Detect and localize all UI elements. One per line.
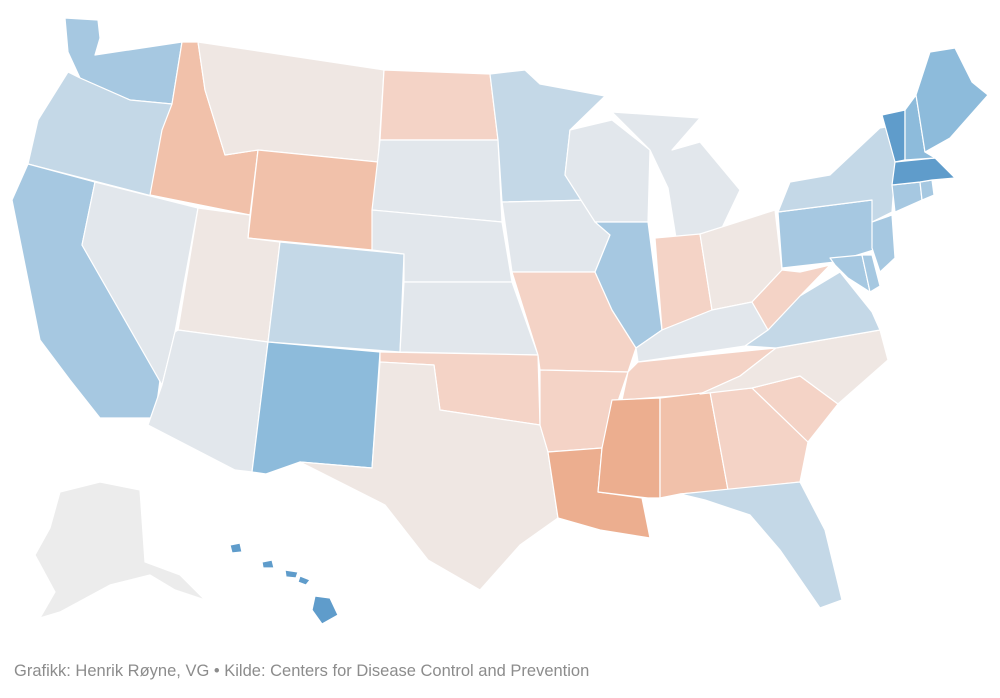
state-north-dakota[interactable] [379,69,499,141]
state-texas[interactable] [299,361,559,591]
source-text: Kilde: Centers for Disease Control and P… [224,662,590,680]
state-colorado[interactable] [267,241,405,353]
state-florida[interactable] [679,481,843,609]
state-massachusetts[interactable] [891,157,956,186]
separator-dot: • [213,662,220,680]
state-west-virginia[interactable] [751,264,831,331]
state-new-jersey[interactable] [871,214,896,273]
state-wyoming[interactable] [247,149,379,251]
state-alaska[interactable] [34,481,206,619]
state-montana[interactable] [197,41,385,163]
state-rhode-island[interactable] [919,179,935,201]
state-connecticut[interactable] [891,181,923,213]
state-kansas[interactable] [399,281,539,356]
credit-text: Grafikk: Henrik Røyne, VG [14,662,210,680]
state-michigan[interactable] [611,111,741,239]
state-illinois[interactable] [594,221,663,349]
state-maine[interactable] [915,47,989,153]
state-new-mexico[interactable] [251,341,381,475]
state-maryland[interactable] [829,254,871,293]
state-new-hampshire[interactable] [904,94,936,161]
state-hawaii[interactable] [229,542,339,625]
us-states-map [11,17,989,625]
state-south-dakota[interactable] [371,139,503,223]
state-delaware[interactable] [861,254,881,293]
state-new-york[interactable] [777,124,899,223]
source-caption: Grafikk: Henrik Røyne, VG • Kilde: Cente… [14,662,589,681]
